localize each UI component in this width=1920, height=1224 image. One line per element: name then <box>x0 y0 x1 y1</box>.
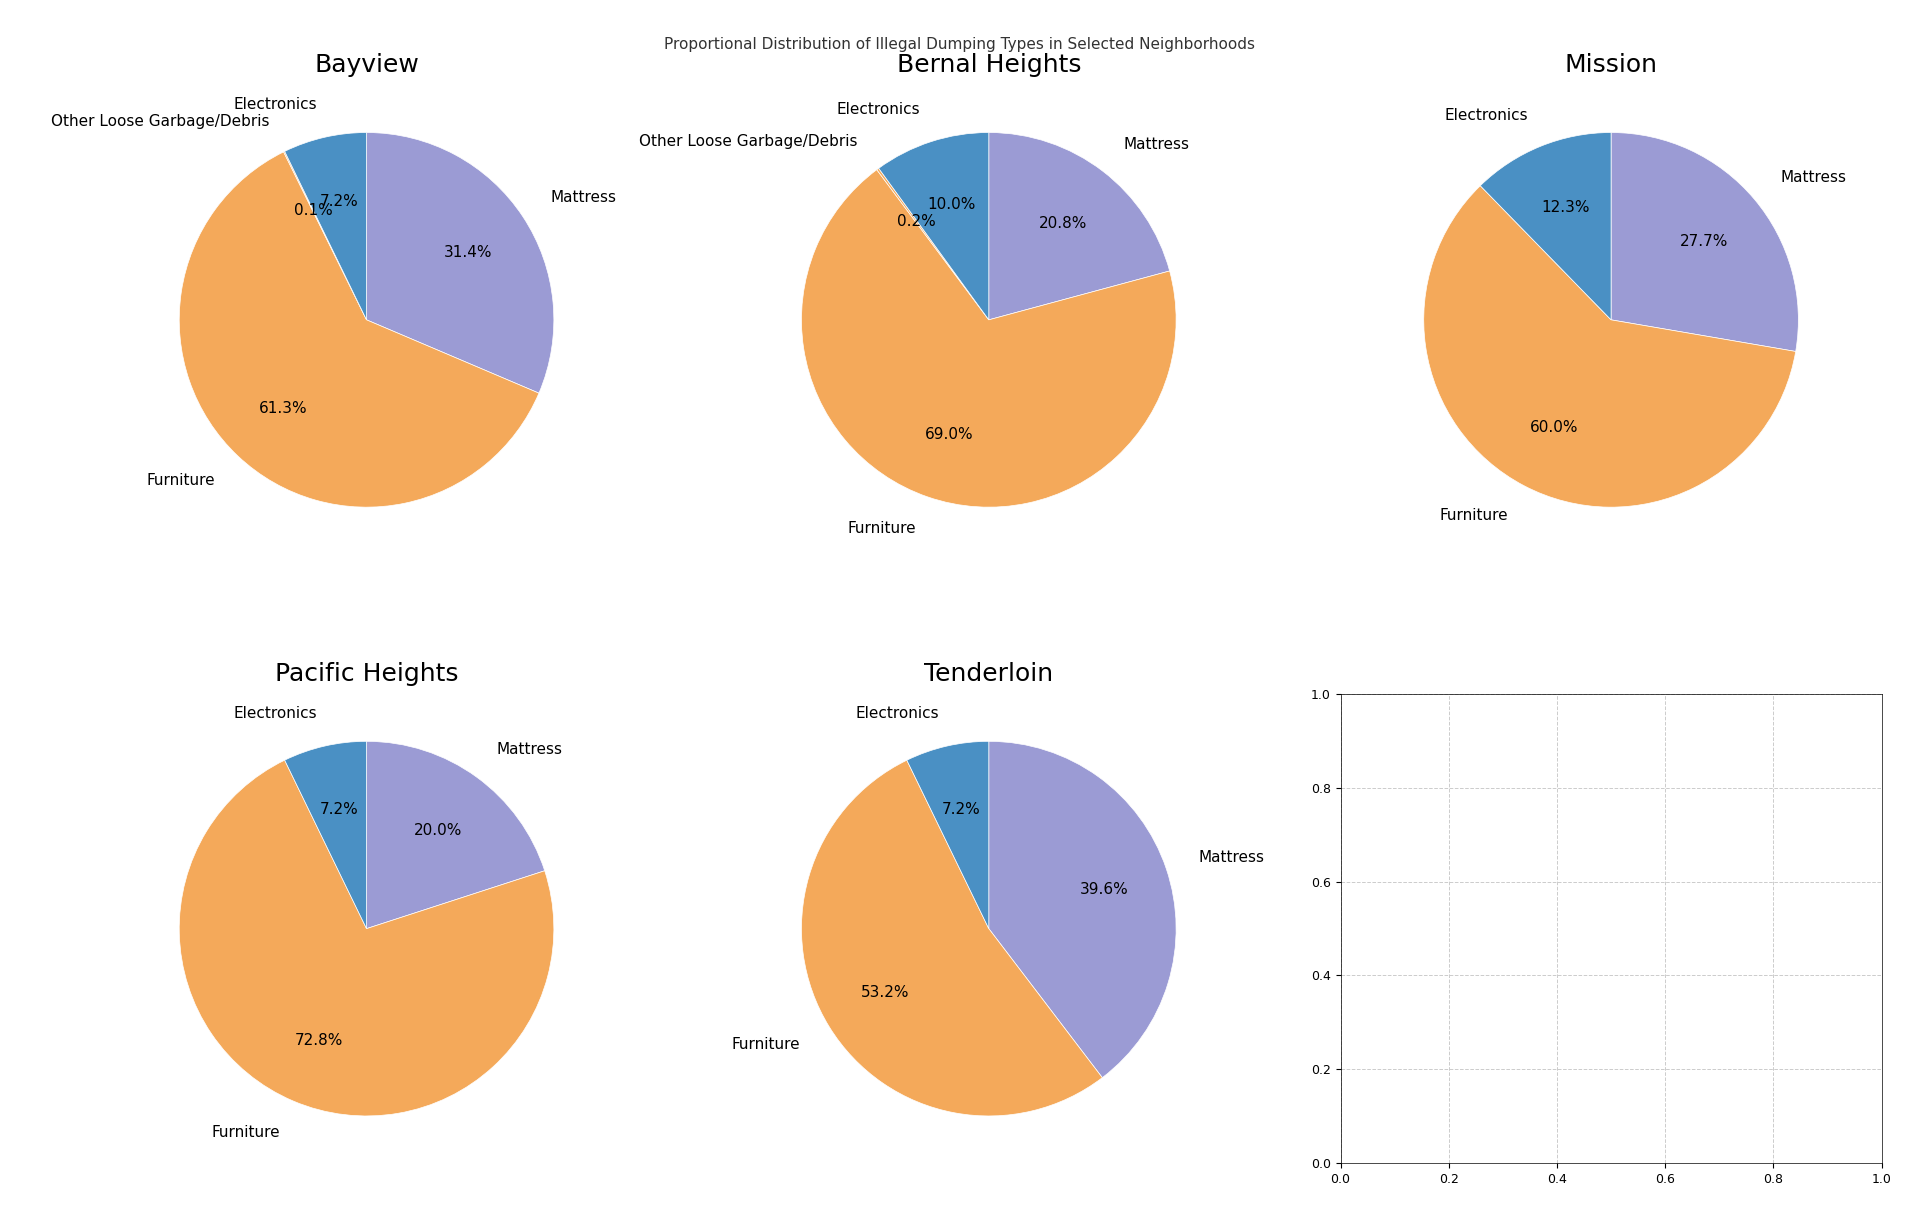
Title: Bayview: Bayview <box>315 53 419 77</box>
Wedge shape <box>367 132 553 393</box>
Wedge shape <box>1611 132 1799 351</box>
Text: 39.6%: 39.6% <box>1079 883 1129 897</box>
Text: Mattress: Mattress <box>1780 170 1845 185</box>
Text: 7.2%: 7.2% <box>321 803 359 818</box>
Text: Electronics: Electronics <box>837 102 920 118</box>
Wedge shape <box>284 132 367 319</box>
Wedge shape <box>989 132 1169 319</box>
Text: Furniture: Furniture <box>849 521 916 536</box>
Title: Mission: Mission <box>1565 53 1657 77</box>
Text: 0.2%: 0.2% <box>897 214 935 229</box>
Text: Electronics: Electronics <box>1444 108 1528 122</box>
Text: 27.7%: 27.7% <box>1680 234 1728 248</box>
Text: 12.3%: 12.3% <box>1542 200 1590 214</box>
Wedge shape <box>1480 132 1611 319</box>
Text: Mattress: Mattress <box>1198 851 1263 865</box>
Wedge shape <box>906 742 989 929</box>
Text: 7.2%: 7.2% <box>321 193 359 208</box>
Text: Furniture: Furniture <box>732 1037 801 1053</box>
Text: 20.8%: 20.8% <box>1039 215 1087 230</box>
Text: Furniture: Furniture <box>1440 508 1509 523</box>
Text: Proportional Distribution of Illegal Dumping Types in Selected Neighborhoods: Proportional Distribution of Illegal Dum… <box>664 37 1256 51</box>
Text: 7.2%: 7.2% <box>943 803 981 818</box>
Text: Electronics: Electronics <box>856 706 939 721</box>
Text: Electronics: Electronics <box>234 97 317 111</box>
Wedge shape <box>284 742 367 929</box>
Text: Electronics: Electronics <box>234 706 317 721</box>
Wedge shape <box>1425 186 1795 507</box>
Text: 61.3%: 61.3% <box>259 400 307 416</box>
Wedge shape <box>877 168 989 319</box>
Text: 60.0%: 60.0% <box>1530 420 1578 435</box>
Wedge shape <box>284 152 367 319</box>
Text: Mattress: Mattress <box>1123 137 1188 152</box>
Text: 72.8%: 72.8% <box>294 1033 344 1048</box>
Text: 31.4%: 31.4% <box>444 245 492 261</box>
Wedge shape <box>179 760 553 1116</box>
Wedge shape <box>989 742 1177 1077</box>
Text: Furniture: Furniture <box>146 472 215 488</box>
Title: Bernal Heights: Bernal Heights <box>897 53 1081 77</box>
Text: Other Loose Garbage/Debris: Other Loose Garbage/Debris <box>639 135 858 149</box>
Text: 10.0%: 10.0% <box>927 197 975 212</box>
Wedge shape <box>801 170 1177 507</box>
Text: 0.1%: 0.1% <box>294 203 332 218</box>
Title: Pacific Heights: Pacific Heights <box>275 662 459 685</box>
Text: 53.2%: 53.2% <box>860 985 910 1000</box>
Title: Tenderloin: Tenderloin <box>924 662 1054 685</box>
Wedge shape <box>801 760 1102 1116</box>
Text: 69.0%: 69.0% <box>925 427 973 442</box>
Wedge shape <box>367 742 545 929</box>
Text: 20.0%: 20.0% <box>415 823 463 837</box>
Wedge shape <box>179 152 540 507</box>
Wedge shape <box>879 132 989 319</box>
Text: Mattress: Mattress <box>551 191 616 206</box>
Text: Furniture: Furniture <box>211 1125 280 1140</box>
Text: Mattress: Mattress <box>497 742 563 758</box>
Text: Other Loose Garbage/Debris: Other Loose Garbage/Debris <box>50 114 269 129</box>
